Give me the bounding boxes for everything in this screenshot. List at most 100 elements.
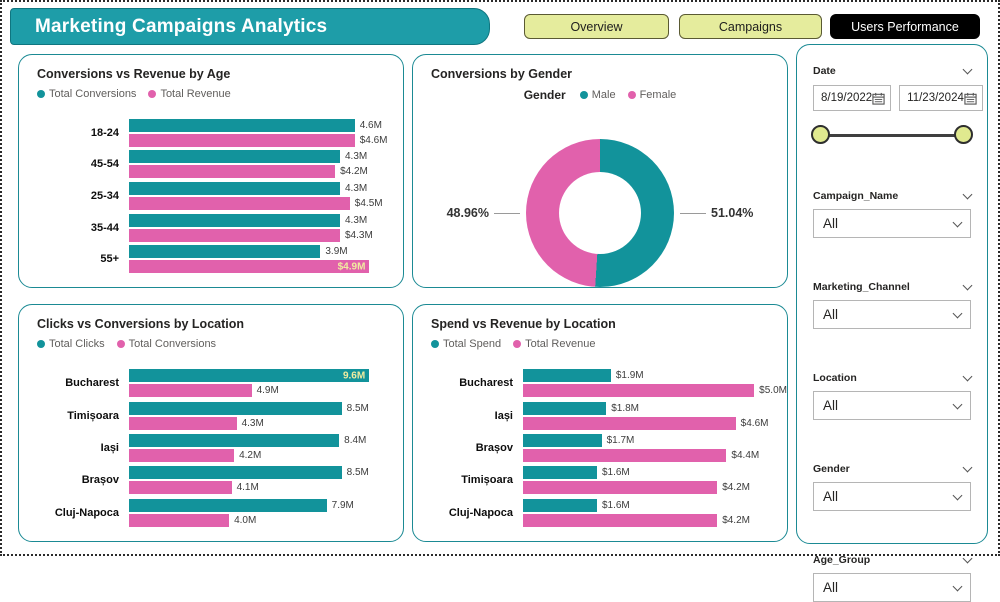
bar-line: $4.2M xyxy=(523,481,779,495)
total-clicks-bar[interactable] xyxy=(129,498,327,512)
total-conversions-bar[interactable] xyxy=(129,448,235,462)
bar-value-label: 4.6M xyxy=(359,119,382,131)
total-conversions-legend-label: Total Conversions xyxy=(128,338,217,350)
bar-group-bucharest: Bucharest 9.6M 4.9M xyxy=(31,369,395,398)
total-conversions-bar[interactable] xyxy=(129,118,355,132)
panel-conversions-vs-revenue-by-age: Conversions vs Revenue by Age Total Conv… xyxy=(18,54,404,288)
bar-line: 4.1M xyxy=(129,481,395,495)
category-label: 35-44 xyxy=(90,221,119,234)
total-revenue-bar[interactable]: $4.9M xyxy=(129,260,370,274)
app-header: Marketing Campaigns Analytics xyxy=(10,8,490,45)
location-dropdown[interactable]: All xyxy=(813,391,971,420)
total-revenue-legend-dot xyxy=(148,90,157,98)
total-revenue-bar[interactable] xyxy=(129,133,355,147)
bar-group-35-44: 35-44 4.3M $4.3M xyxy=(31,213,395,242)
bar-line: $4.3M xyxy=(129,228,395,242)
chevron-down-icon xyxy=(952,308,963,318)
total-spend-bar[interactable] xyxy=(523,369,611,383)
tab-users-performance[interactable]: Users Performance xyxy=(830,14,980,39)
bars-timi-oara: $1.6M $4.2M xyxy=(523,466,779,495)
marketing-channel-filter-label: Marketing_Channel xyxy=(813,281,910,293)
bar-group-25-34: 25-34 4.3M $4.5M xyxy=(31,181,395,210)
bar-group-bucharest: Bucharest $1.9M $5.0M xyxy=(425,369,787,398)
donut-chart[interactable] xyxy=(526,139,674,287)
category-label: Bucharest xyxy=(65,377,119,390)
bars-55: 3.9M $4.9M xyxy=(129,245,395,274)
total-revenue-bar[interactable] xyxy=(523,384,755,398)
chevron-down-icon xyxy=(952,217,963,227)
gender-dropdown[interactable]: All xyxy=(813,482,971,511)
bar-line: 9.6M xyxy=(129,369,395,383)
total-clicks-bar[interactable]: 9.6M xyxy=(129,369,370,383)
chevron-down-icon xyxy=(962,462,973,473)
legend-item-male: Male xyxy=(579,89,616,101)
total-revenue-bar[interactable] xyxy=(129,196,350,210)
age-group-filter: Age_Group All xyxy=(813,553,973,602)
female-legend-dot xyxy=(627,91,636,99)
total-clicks-bar[interactable] xyxy=(129,466,342,480)
marketing-channel-filter-header[interactable]: Marketing_Channel xyxy=(813,280,973,293)
bar-line: 4.3M xyxy=(129,181,395,195)
date-range-slider[interactable] xyxy=(811,123,973,147)
chevron-down-icon xyxy=(962,280,973,291)
bar-line: $1.9M xyxy=(523,369,779,383)
tab-campaigns[interactable]: Campaigns xyxy=(679,14,822,39)
tab-overview[interactable]: Overview xyxy=(524,14,669,39)
bar-value-label: $4.2M xyxy=(340,166,368,178)
bar-line: 4.0M xyxy=(129,513,395,527)
total-spend-bar[interactable] xyxy=(523,433,602,447)
total-revenue-bar[interactable] xyxy=(523,416,736,430)
bar-value-label: $4.6M xyxy=(740,417,769,429)
age-group-dropdown[interactable]: All xyxy=(813,573,971,602)
bar-value-label: 4.0M xyxy=(234,514,257,526)
location-filter-header[interactable]: Location xyxy=(813,371,973,384)
bar-value-label: 7.9M xyxy=(331,499,354,511)
total-spend-bar[interactable] xyxy=(523,401,607,415)
bar-line: 8.5M xyxy=(129,401,395,415)
total-spend-bar[interactable] xyxy=(523,498,597,512)
total-spend-bar[interactable] xyxy=(523,466,597,480)
total-conversions-bar[interactable] xyxy=(129,150,340,164)
total-conversions-bar[interactable] xyxy=(129,513,230,527)
legend-item-total-revenue: Total Revenue xyxy=(148,88,231,100)
total-revenue-bar[interactable] xyxy=(523,481,718,495)
total-revenue-bar[interactable] xyxy=(129,165,336,179)
bar-value-label: 4.2M xyxy=(239,449,262,461)
total-conversions-bar[interactable] xyxy=(129,384,252,398)
total-revenue-bar[interactable] xyxy=(129,228,340,242)
bar-group-ia-i: Iași 8.4M 4.2M xyxy=(31,433,395,462)
marketing-channel-filter: Marketing_Channel All xyxy=(813,280,973,329)
total-conversions-bar[interactable] xyxy=(129,245,321,259)
bar-group-55: 55+ 3.9M $4.9M xyxy=(31,245,395,274)
total-clicks-bar[interactable] xyxy=(129,401,342,415)
bar-group-bra-ov: Brașov $1.7M $4.4M xyxy=(425,433,779,462)
date-slicer-header[interactable]: Date xyxy=(813,64,973,77)
campaign-name-filter-header[interactable]: Campaign_Name xyxy=(813,189,973,202)
slider-handle-end[interactable] xyxy=(954,125,973,144)
total-revenue-bar[interactable] xyxy=(523,448,727,462)
date-end-input[interactable]: 11/23/2024 xyxy=(899,85,983,111)
category-label: 18-24 xyxy=(90,126,119,139)
category-label: Brașov xyxy=(81,474,119,487)
total-conversions-bar[interactable] xyxy=(129,481,232,495)
campaign-name-dropdown[interactable]: All xyxy=(813,209,971,238)
category-label: Timișoara xyxy=(67,409,119,422)
total-conversions-bar[interactable] xyxy=(129,416,237,430)
slider-handle-start[interactable] xyxy=(811,125,830,144)
campaign-name-filter: Campaign_Name All xyxy=(813,189,973,238)
gender-filter-header[interactable]: Gender xyxy=(813,462,973,475)
category-label: Brașov xyxy=(475,441,513,454)
total-revenue-bar[interactable] xyxy=(523,513,718,527)
total-clicks-bar[interactable] xyxy=(129,433,340,447)
total-conversions-legend-label: Total Conversions xyxy=(49,88,137,100)
bar-value-label: $1.7M xyxy=(606,434,635,446)
category-label: Timișoara xyxy=(461,474,513,487)
bars-45-54: 4.3M $4.2M xyxy=(129,150,395,179)
filter-sidebar: Date 8/19/2022 11/23/2024 xyxy=(796,44,988,602)
campaign-name-filter-label: Campaign_Name xyxy=(813,190,899,202)
total-conversions-bar[interactable] xyxy=(129,181,340,195)
date-start-input[interactable]: 8/19/2022 xyxy=(813,85,892,111)
female-legend-label: Female xyxy=(639,89,677,101)
marketing-channel-dropdown[interactable]: All xyxy=(813,300,971,329)
total-conversions-bar[interactable] xyxy=(129,213,340,227)
